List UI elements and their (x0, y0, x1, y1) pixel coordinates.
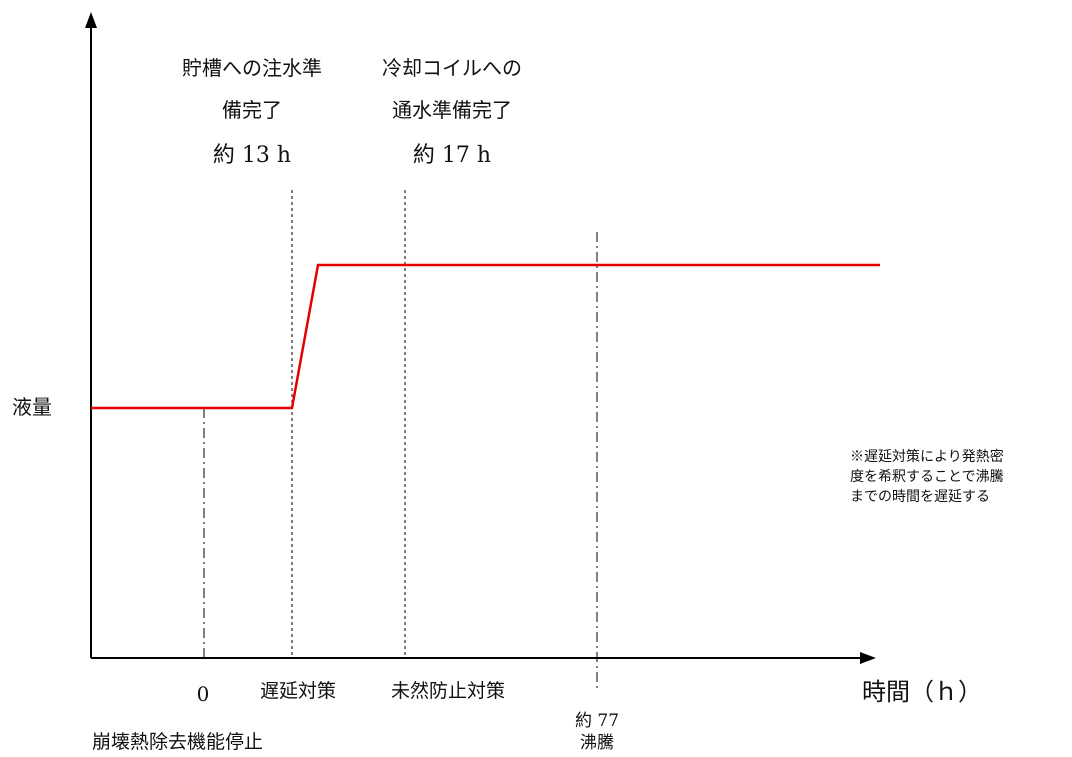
annotation-2-line2: 通水準備完了 (392, 98, 512, 122)
x-axis-label: 時間（ｈ） (862, 678, 982, 706)
x-axis-arrow (860, 652, 876, 664)
annotation-2-time: 約 17 h (412, 143, 492, 168)
zero-label: 0 (196, 682, 210, 706)
side-note-line2: 度を希釈することで沸騰 (850, 469, 1004, 485)
boil-time-label: 約 77 (574, 711, 620, 731)
prevent-label: 未然防止対策 (390, 680, 506, 702)
side-note-line1: ※遅延対策により発熱密 (850, 449, 1004, 465)
liquid-level-line (91, 263, 880, 410)
side-note-line3: までの時間を遅延する (850, 489, 990, 505)
y-axis-label: 液量 (12, 395, 52, 419)
delay-label: 遅延対策 (259, 680, 337, 702)
annotation-1-time: 約 13 h (212, 143, 292, 168)
boil-label: 沸騰 (580, 733, 614, 753)
annotation-2-line1: 冷却コイルへの (382, 56, 522, 80)
zero-description: 崩壊熱除去機能停止 (92, 731, 264, 753)
side-note: ※遅延対策により発熱密 度を希釈することで沸騰 までの時間を遅延する (850, 447, 1004, 507)
annotation-1-line2: 備完了 (222, 98, 282, 122)
annotation-1-line1: 貯槽への注水準 (182, 56, 322, 80)
y-axis-arrow (85, 12, 97, 28)
